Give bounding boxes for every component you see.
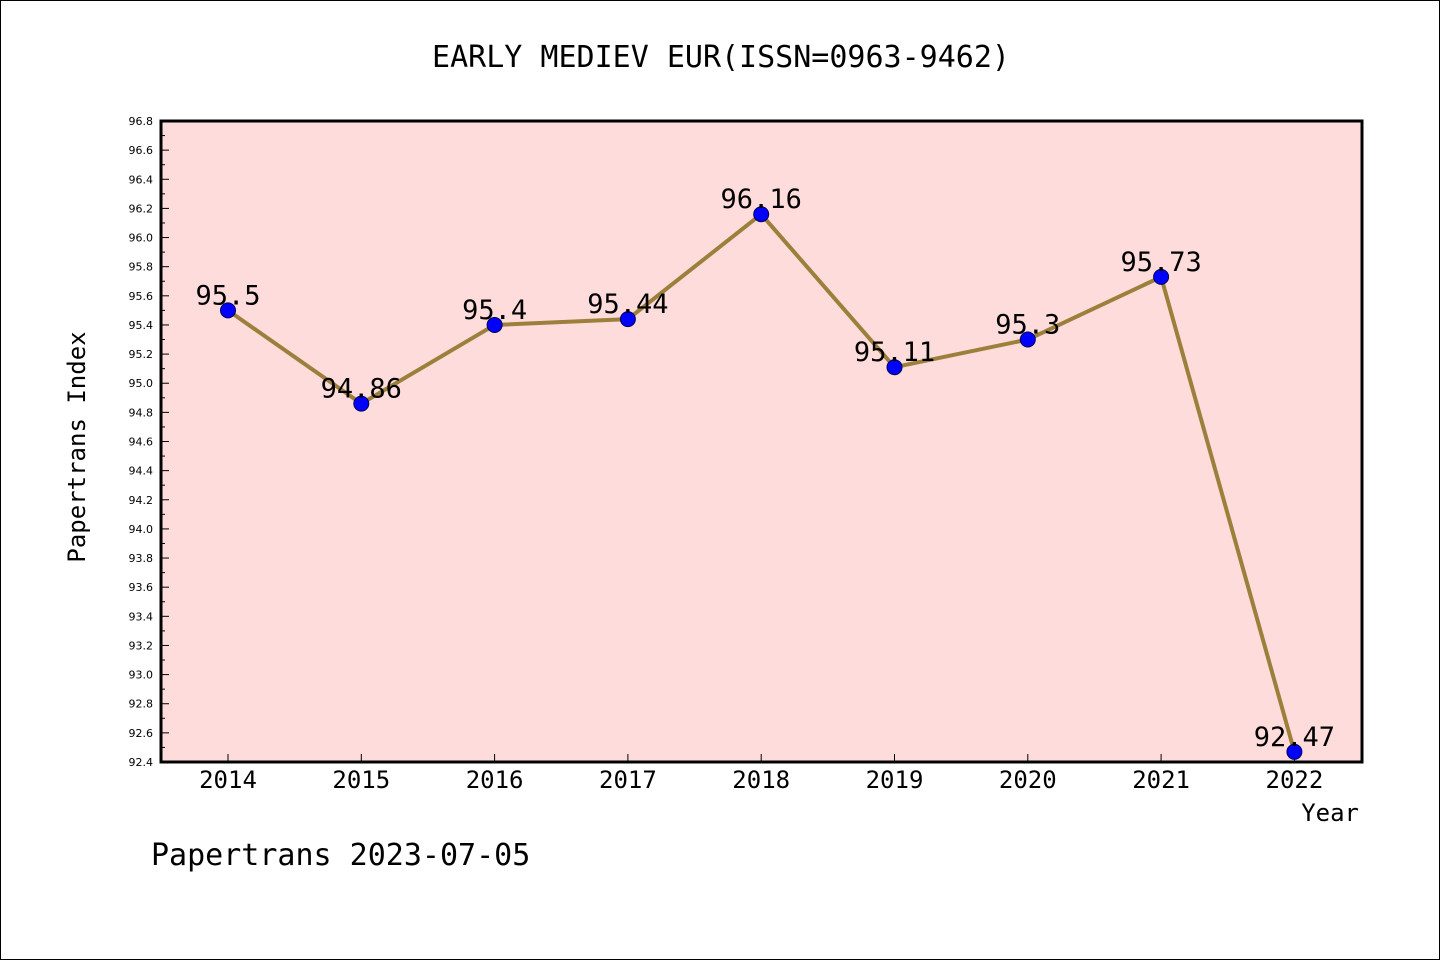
y-tick-label: 94.0 xyxy=(129,523,154,536)
data-point xyxy=(220,302,236,319)
x-tick-label: 2020 xyxy=(999,766,1057,794)
footer-text: Papertrans 2023-07-05 xyxy=(151,838,530,873)
y-tick-label: 96.0 xyxy=(129,232,154,245)
plot-area xyxy=(161,121,1362,762)
data-label: 95.44 xyxy=(587,289,668,320)
x-tick-label: 2019 xyxy=(866,766,924,794)
y-tick-label: 93.4 xyxy=(129,610,154,623)
y-tick-label: 95.8 xyxy=(129,261,154,274)
x-axis-ticks: 2014 2015 2016 2017 2018 2019 2020 2021 2022 xyxy=(199,754,1323,794)
data-label: 95.3 xyxy=(995,310,1060,341)
y-tick-label: 94.2 xyxy=(129,494,154,507)
data-point xyxy=(486,316,503,333)
y-tick-label: 93.0 xyxy=(129,669,154,682)
x-tick-label: 2021 xyxy=(1132,766,1190,794)
y-tick-label: 92.6 xyxy=(129,727,154,740)
y-tick-label: 93.8 xyxy=(129,552,154,565)
data-point xyxy=(1286,743,1303,760)
y-tick-label: 92.4 xyxy=(129,756,154,769)
data-label: 92.47 xyxy=(1254,722,1335,753)
data-label: 96.16 xyxy=(721,184,802,215)
data-point xyxy=(886,359,903,376)
data-point xyxy=(1019,331,1036,348)
y-tick-label: 96.8 xyxy=(129,115,154,128)
data-label: 94.86 xyxy=(321,374,402,405)
data-labels: 95.5 94.86 95.4 95.44 96.16 95.11 95.3 95.73 92.… xyxy=(195,184,1335,753)
data-point xyxy=(619,311,636,328)
x-axis-label: Year xyxy=(1301,799,1359,827)
x-tick-label: 2017 xyxy=(599,766,657,794)
y-tick-label: 93.6 xyxy=(129,581,154,594)
y-tick-label: 95.2 xyxy=(129,348,154,361)
x-tick-label: 2016 xyxy=(466,766,524,794)
x-tick-label: 2015 xyxy=(332,766,390,794)
y-tick-label: 96.2 xyxy=(129,202,154,215)
chart-title: EARLY MEDIEV EUR(ISSN=0963-9462) xyxy=(432,40,1010,75)
y-tick-label: 95.0 xyxy=(129,377,154,390)
x-tick-label: 2018 xyxy=(732,766,790,794)
data-point xyxy=(753,206,770,223)
data-label: 95.11 xyxy=(854,337,935,368)
data-label: 95.73 xyxy=(1120,247,1201,278)
data-point xyxy=(1153,268,1170,285)
x-tick-label: 2022 xyxy=(1266,766,1324,794)
data-label: 95.4 xyxy=(462,295,527,326)
x-tick-label: 2014 xyxy=(199,766,257,794)
y-tick-label: 94.6 xyxy=(129,436,154,449)
data-point xyxy=(353,395,370,412)
y-axis-ticks: 92.4 92.6 92.8 93.0 93.2 93.4 93.6 93.8 94.0 94.2… xyxy=(129,115,169,769)
y-tick-label: 96.4 xyxy=(129,173,154,186)
y-tick-label: 92.8 xyxy=(129,698,154,711)
y-tick-label: 94.8 xyxy=(129,406,154,419)
y-tick-label: 94.4 xyxy=(129,465,154,478)
y-tick-label: 93.2 xyxy=(129,639,154,652)
data-label: 95.5 xyxy=(195,280,260,311)
y-tick-label: 96.6 xyxy=(129,144,154,157)
y-tick-label: 95.4 xyxy=(129,319,154,332)
plot-frame xyxy=(159,119,1364,764)
y-tick-label: 95.6 xyxy=(129,290,154,303)
data-points xyxy=(220,206,1303,760)
y-axis-label: Papertrans Index xyxy=(63,331,91,562)
